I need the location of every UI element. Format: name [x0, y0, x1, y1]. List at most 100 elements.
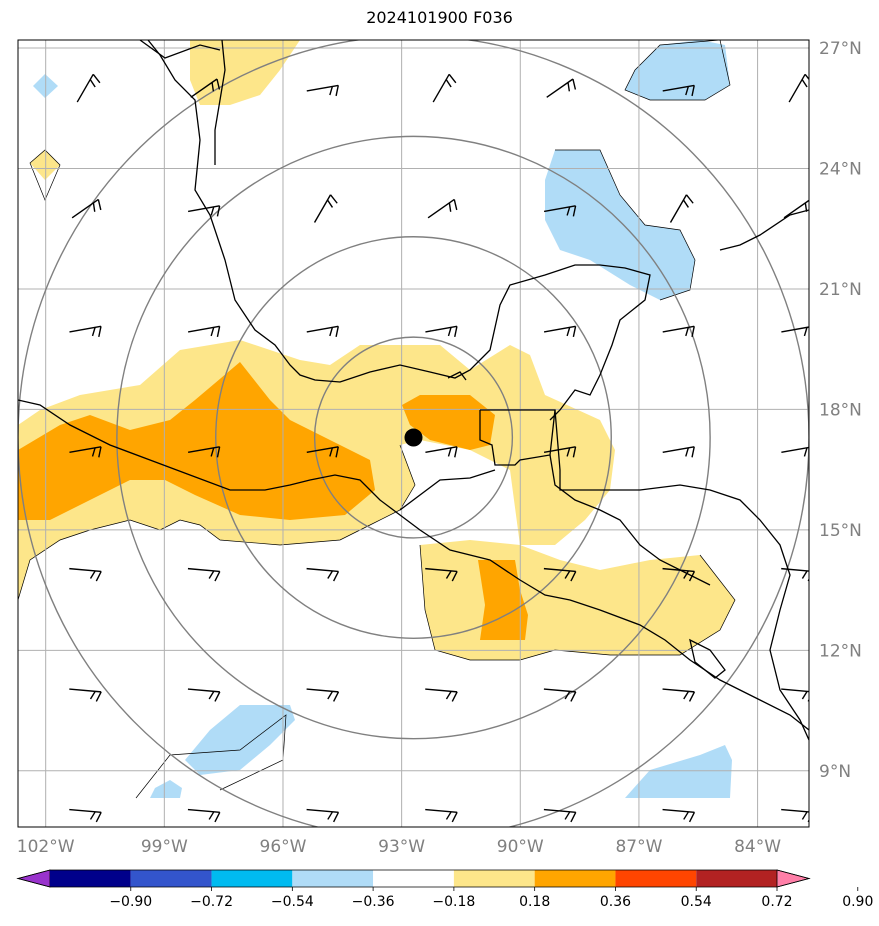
wind-barb — [306, 808, 340, 823]
nicaragua-lake — [689, 638, 726, 679]
wind-barb — [662, 446, 695, 458]
wind-barb — [425, 325, 458, 338]
wind-barb — [425, 567, 458, 582]
colorbar-tick-label: −0.72 — [190, 894, 233, 910]
wind-barb — [781, 446, 809, 457]
wind-barb — [190, 78, 221, 98]
wind-barb — [781, 567, 809, 582]
colorbar-segment — [50, 870, 131, 887]
colorbar-outline — [16, 869, 811, 888]
lat-tick-label: 27°N — [819, 39, 862, 59]
wind-barb — [427, 198, 458, 219]
wind-barb — [306, 567, 340, 582]
lon-tick-label: 93°W — [378, 837, 425, 857]
wind-barb — [669, 194, 694, 223]
wind-barb — [662, 808, 696, 823]
colorbar-tick-label: 0.36 — [600, 894, 631, 910]
colorbar-tick-label: −0.90 — [109, 894, 152, 910]
lon-tick-label: 96°W — [260, 837, 307, 857]
map-title: 2024101900 F036 — [366, 8, 513, 27]
range-ring — [215, 236, 612, 639]
range-rings — [18, 40, 809, 827]
cuba-coastline — [719, 209, 809, 251]
texas-coastline — [214, 40, 226, 165]
lat-tick-label: 21°N — [819, 280, 862, 300]
guatemala-pacific-border — [399, 469, 496, 511]
wind-barb — [187, 567, 221, 582]
lat-tick-label: 24°N — [819, 159, 862, 179]
wind-barb — [69, 446, 102, 458]
colorbar-tick-label: 0.54 — [681, 894, 712, 910]
wind-barb — [783, 198, 809, 219]
wind-barb — [788, 73, 809, 103]
colorbar-tick-label: −0.18 — [432, 894, 475, 910]
lon-tick-label: 102°W — [17, 837, 75, 857]
pacific-coastline-mexico — [18, 399, 809, 731]
negative-anomaly-light-areas — [33, 40, 732, 798]
wind-barb — [543, 205, 577, 217]
longitude-labels: 102°W 99°W 96°W 93°W 90°W 87°W 84°W — [17, 837, 781, 857]
wind-barb — [662, 325, 695, 338]
wind-barb — [543, 325, 577, 338]
colorbar-segment — [292, 870, 374, 887]
colorbar-extend-low — [16, 869, 51, 888]
anomaly-fill-layer — [18, 40, 736, 799]
wind-barb — [432, 73, 457, 103]
mexico-guatemala-border — [479, 409, 556, 466]
lon-tick-label: 90°W — [497, 837, 544, 857]
wind-barb — [546, 78, 577, 98]
wind-barb — [781, 808, 809, 823]
colorbar-extend-high — [776, 869, 811, 888]
wind-barb — [543, 808, 577, 823]
wind-barb — [187, 688, 221, 702]
colorbar-tick-label: 0.90 — [842, 894, 873, 910]
wind-barb — [69, 567, 102, 582]
storm-center-marker — [404, 428, 423, 447]
lat-tick-label: 18°N — [819, 400, 862, 420]
gulf-shore-island — [447, 371, 467, 381]
wind-barb — [543, 446, 577, 458]
colorbar-tick-label: −0.36 — [352, 894, 395, 910]
wind-barb — [188, 205, 221, 217]
wind-barb — [306, 325, 339, 338]
wind-barbs — [69, 73, 809, 823]
colorbar-segment — [373, 870, 454, 887]
colorbar-segment — [696, 870, 777, 887]
lat-tick-label: 15°N — [819, 521, 862, 541]
wind-barb — [71, 198, 102, 219]
wind-barb — [306, 446, 339, 458]
gulf-coastline-mexico — [147, 40, 651, 421]
wind-barb — [313, 194, 338, 223]
colorbar-tick-label: 0.72 — [761, 894, 792, 910]
colorbar-segment — [615, 870, 697, 887]
wind-barb — [543, 688, 577, 702]
colorbar-tick-label: −0.54 — [271, 894, 314, 910]
wind-barb — [306, 84, 339, 97]
wind-barb — [188, 325, 221, 338]
lon-tick-label: 87°W — [615, 837, 662, 857]
wind-barb — [662, 84, 695, 97]
central-america-caribbean-coast — [554, 409, 809, 741]
wind-barb — [425, 808, 458, 823]
baja-gulf-coast — [139, 40, 221, 59]
colorbar-segment — [453, 870, 535, 887]
lat-tick-label: 9°N — [819, 762, 851, 782]
colorbar-segment — [211, 870, 293, 887]
wind-barb — [69, 688, 102, 702]
positive-anomaly-medium-areas — [18, 362, 528, 640]
wind-barb — [69, 325, 102, 338]
wind-barb — [76, 73, 101, 103]
wind-barb — [662, 567, 696, 582]
colorbar-tick-label: 0.18 — [519, 894, 550, 910]
range-ring — [313, 336, 514, 539]
wind-barb — [543, 567, 577, 582]
wind-barb — [425, 688, 458, 702]
wind-barb — [662, 688, 696, 702]
wind-barb — [781, 688, 809, 702]
colorbar-segment — [534, 870, 616, 887]
wind-barb — [306, 688, 340, 702]
wind-barb — [69, 808, 102, 823]
lon-tick-label: 84°W — [734, 837, 781, 857]
plot-frame — [17, 39, 810, 828]
